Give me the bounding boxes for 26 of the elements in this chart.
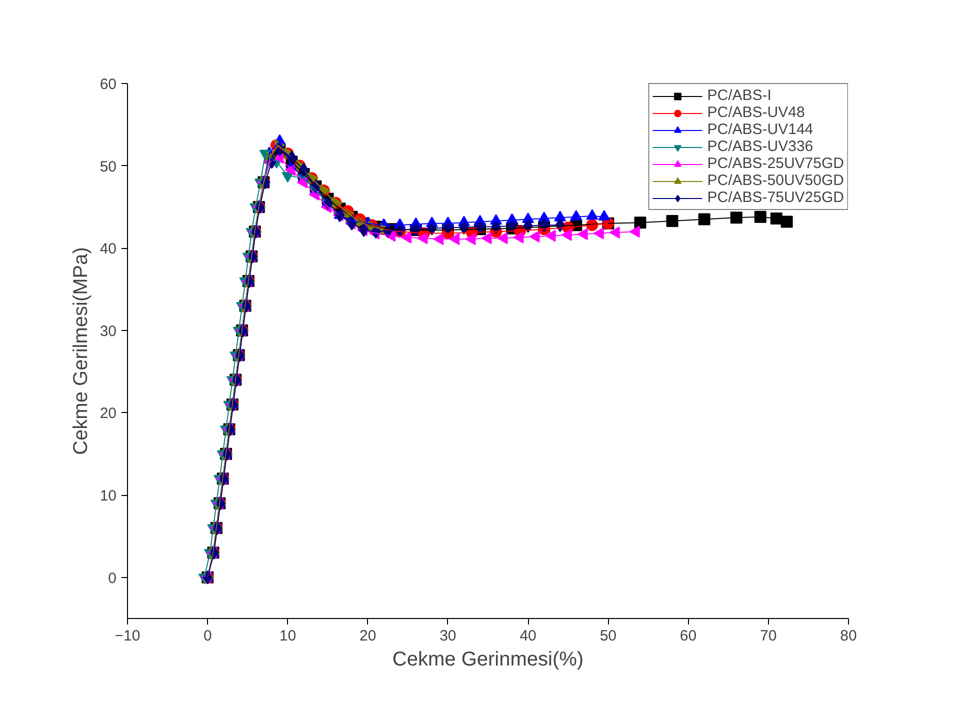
y-tick-label: 60 bbox=[100, 76, 117, 93]
legend-label: PC/ABS-50UV50GD bbox=[707, 172, 844, 189]
legend-label: PC/ABS-75UV25GD bbox=[707, 189, 844, 206]
legend-label: PC/ABS-UV48 bbox=[707, 104, 805, 121]
x-tick-label: 10 bbox=[279, 628, 296, 644]
x-tick-label: 30 bbox=[440, 628, 456, 644]
x-tick-label: 0 bbox=[203, 628, 212, 644]
y-tick-label: 40 bbox=[100, 240, 117, 258]
y-tick-label: 30 bbox=[100, 322, 117, 340]
x-tick-label: 70 bbox=[760, 628, 777, 644]
legend-label: PC/ABS-25UV75GD bbox=[707, 155, 844, 172]
x-tick-label: 60 bbox=[680, 628, 697, 644]
x-tick-label: 80 bbox=[840, 628, 857, 644]
y-tick-label: 0 bbox=[108, 570, 116, 587]
x-axis-title: Cekme Gerinmesi(%) bbox=[392, 648, 584, 670]
legend-label: PC/ABS-UV336 bbox=[707, 138, 814, 155]
x-tick-label: 50 bbox=[600, 628, 617, 644]
legend-label: PC/ABS-UV144 bbox=[707, 121, 814, 138]
x-tick-label: 20 bbox=[359, 628, 376, 644]
x-tick-label: 40 bbox=[520, 628, 536, 644]
y-tick-label: 20 bbox=[100, 405, 117, 422]
y-tick-label: 10 bbox=[100, 488, 117, 505]
x-tick-label: −10 bbox=[114, 628, 140, 644]
legend-label: PC/ABS-I bbox=[707, 87, 772, 104]
y-tick-label: 50 bbox=[100, 158, 117, 176]
y-axis-title: Cekme Gerilmesi(MPa) bbox=[70, 247, 92, 455]
